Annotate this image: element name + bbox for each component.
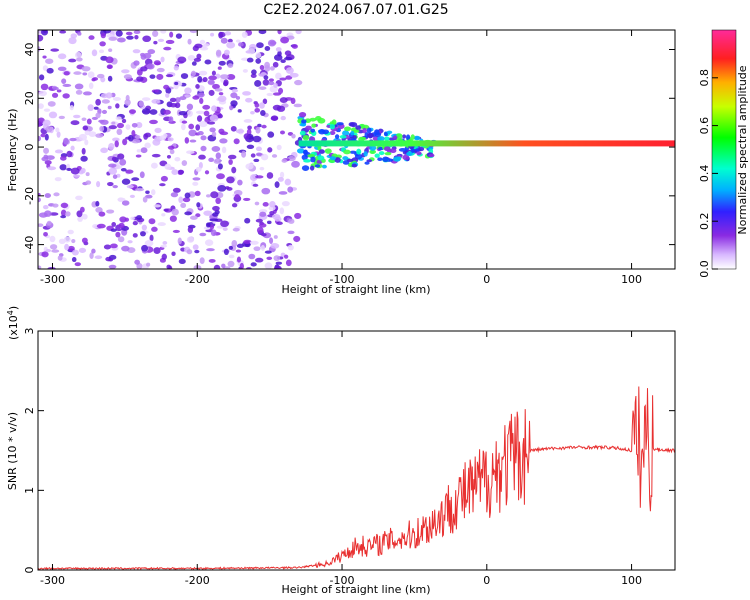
colorbar-tick-label: 0.6 — [698, 117, 711, 135]
x-tick-label: 100 — [621, 574, 642, 587]
top-plot-frame — [37, 29, 676, 270]
bottom-y-axis-label: SNR (10 * v/v) — [6, 412, 19, 490]
colorbar-tick-label: 0.8 — [698, 69, 711, 87]
x-tick-label: -100 — [330, 574, 355, 587]
top-y-axis-label: Frequency (Hz) — [6, 109, 19, 192]
x-tick-label: -200 — [185, 273, 210, 286]
y-multiplier-base: (x10 — [7, 315, 20, 340]
y-tick-label: 0 — [23, 567, 36, 574]
y-multiplier: (x104) — [6, 306, 20, 340]
y-multiplier-close: ) — [7, 306, 20, 310]
y-multiplier-exponent: 4 — [6, 310, 15, 315]
colorbar-ticks: 0.0 0.2 0.4 0.6 0.8 — [698, 69, 718, 278]
y-tick-label: 0 — [23, 144, 36, 151]
colorbar: 0.0 0.2 0.4 0.6 0.8 Normalized spectral ampl… — [698, 29, 749, 278]
chart-title: C2E2.2024.067.07.01.G25 — [263, 2, 448, 18]
y-tick-label: 1 — [23, 487, 36, 494]
colorbar-label: Normalized spectral amplitude — [736, 65, 749, 234]
y-tick-label: 3 — [23, 328, 36, 335]
top-x-axis-label: Height of straight line (km) — [281, 283, 430, 296]
noise-speckle-area — [38, 30, 439, 269]
bottom-x-axis-label: Height of straight line (km) — [281, 583, 430, 596]
y-tick-label: -40 — [23, 236, 36, 254]
y-tick-label: 2 — [23, 407, 36, 414]
y-tick-label: 20 — [23, 91, 36, 105]
bottom-plot-frame — [37, 330, 676, 571]
colorbar-tick-label: 0.2 — [698, 212, 711, 230]
snr-panel: -300 -200 -100 0 100 0 1 2 3 Height of straight … — [6, 306, 676, 596]
x-tick-label: -300 — [40, 574, 65, 587]
x-tick-label: -200 — [185, 574, 210, 587]
x-tick-label: -300 — [40, 273, 65, 286]
y-tick-label: 40 — [23, 43, 36, 57]
y-tick-label: -20 — [23, 187, 36, 205]
colorbar-gradient — [711, 29, 737, 270]
bottom-axes: -300 -200 -100 0 100 0 1 2 3 — [23, 328, 675, 587]
x-tick-label: 0 — [483, 574, 490, 587]
signal-band — [298, 140, 675, 147]
colorbar-tick-label: 0.0 — [698, 260, 711, 278]
x-tick-label: -100 — [330, 273, 355, 286]
x-tick-label: 0 — [483, 273, 490, 286]
colorbar-tick-label: 0.4 — [698, 165, 711, 183]
x-tick-label: 100 — [621, 273, 642, 286]
snr-series-line — [38, 386, 675, 570]
